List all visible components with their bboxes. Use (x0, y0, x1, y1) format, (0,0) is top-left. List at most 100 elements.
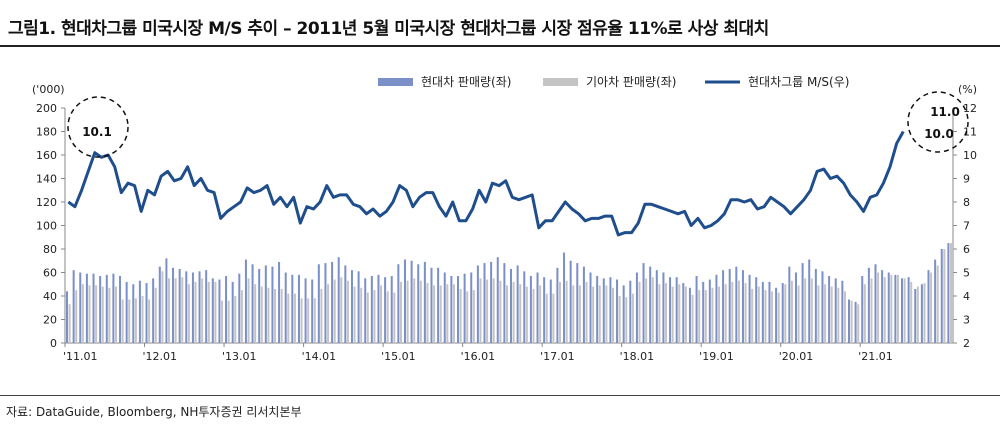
hyundai-bar (748, 274, 751, 343)
kia-bar (572, 285, 575, 343)
hyundai-bar (761, 281, 764, 343)
hyundai-bar (669, 277, 672, 343)
legend-swatch-kia (543, 78, 578, 86)
hyundai-bar (589, 272, 592, 343)
kia-bar (565, 280, 568, 343)
hyundai-bar (337, 257, 340, 343)
annotations: 10.1 11.0 10.0 (67, 91, 969, 158)
kia-bar (353, 286, 356, 343)
kia-bar (896, 274, 899, 343)
hyundai-bar (397, 264, 400, 343)
hyundai-bar (403, 259, 406, 343)
x-tick-label: '17.01 (540, 350, 575, 363)
hyundai-bar (642, 263, 645, 343)
hyundai-bar (456, 276, 459, 343)
kia-bar (168, 278, 171, 343)
kia-bar (121, 299, 124, 343)
kia-bar (850, 300, 853, 343)
hyundai-bar (112, 273, 115, 343)
y-tick-label: 100 (36, 220, 57, 233)
kia-bar (890, 274, 893, 343)
hyundai-bar (231, 281, 234, 343)
kia-bar (380, 285, 383, 343)
hyundai-bar (297, 274, 300, 343)
kia-bar (784, 284, 787, 343)
hyundai-bar (728, 268, 731, 343)
kia-bar (711, 287, 714, 343)
kia-bar (439, 285, 442, 343)
hyundai-bar (556, 267, 559, 343)
kia-bar (790, 280, 793, 343)
hyundai-bar (635, 272, 638, 343)
y2-tick-label: 2 (963, 337, 970, 350)
kia-bar (68, 304, 71, 343)
kia-bar (737, 280, 740, 343)
kia-bar (830, 286, 833, 343)
kia-bar (386, 291, 389, 343)
hyundai-bar (119, 276, 122, 343)
hyundai-bar (185, 271, 188, 343)
kia-bar (486, 279, 489, 343)
kia-bar (532, 288, 535, 343)
kia-bar (234, 296, 237, 343)
hyundai-bar (205, 270, 208, 343)
hyundai-bar (238, 273, 241, 343)
kia-bar (605, 285, 608, 343)
kia-bar (479, 278, 482, 343)
hyundai-bar (867, 267, 870, 343)
kia-bar (446, 284, 449, 343)
hyundai-bar (364, 278, 367, 343)
kia-bar (194, 281, 197, 343)
hyundai-bar (443, 272, 446, 343)
kia-bar (247, 278, 250, 343)
kia-bar (658, 284, 661, 343)
legend: 현대차 판매량(좌) 기아차 판매량(좌) 현대차그룹 M/S(우) (378, 75, 849, 89)
x-tick-label: '18.01 (620, 350, 655, 363)
hyundai-bar (814, 268, 817, 343)
hyundai-bar (370, 276, 373, 343)
kia-bar (824, 284, 827, 343)
hyundai-bar (536, 272, 539, 343)
kia-bar (340, 277, 343, 343)
y-tick-label: 80 (43, 243, 57, 256)
kia-bar (433, 285, 436, 343)
hyundai-bar (423, 261, 426, 343)
kia-bar (360, 287, 363, 343)
hyundai-bar (72, 270, 75, 343)
hyundai-bar (854, 301, 857, 343)
kia-bar (863, 284, 866, 343)
hyundai-bar (331, 261, 334, 343)
kia-bar (744, 283, 747, 343)
kia-bar (671, 286, 674, 343)
hyundai-bar (258, 268, 261, 343)
hyundai-bar (914, 288, 917, 343)
y-tick-label: 200 (36, 102, 57, 115)
hyundai-bar (582, 266, 585, 343)
kia-bar (625, 297, 628, 343)
kia-bar (877, 272, 880, 343)
source-note: 자료: DataGuide, Bloomberg, NH투자증권 리서치본부 (6, 405, 302, 419)
kia-bar (512, 281, 515, 343)
prev-month-label: 10.0 (924, 127, 954, 141)
y2-tick-label: 12 (963, 102, 977, 115)
hyundai-bar (218, 279, 221, 343)
kia-bar (406, 280, 409, 343)
kia-bar (704, 290, 707, 343)
hyundai-bar (284, 272, 287, 343)
hyundai-bar (947, 243, 950, 343)
hyundai-bar (463, 273, 466, 343)
y2-tick-label: 5 (963, 267, 970, 280)
kia-bar (373, 290, 376, 343)
kia-bar (472, 290, 475, 343)
kia-bar (154, 287, 157, 343)
hyundai-bar (450, 276, 453, 343)
kia-bar (88, 285, 91, 343)
peak-2011-circle (67, 96, 129, 158)
x-tick-label: '13.01 (222, 350, 257, 363)
kia-bar (559, 281, 562, 343)
hyundai-bar (801, 263, 804, 343)
kia-bar (115, 286, 118, 343)
kia-bar (393, 292, 396, 343)
hyundai-bar (549, 279, 552, 343)
kia-bar (612, 287, 615, 343)
